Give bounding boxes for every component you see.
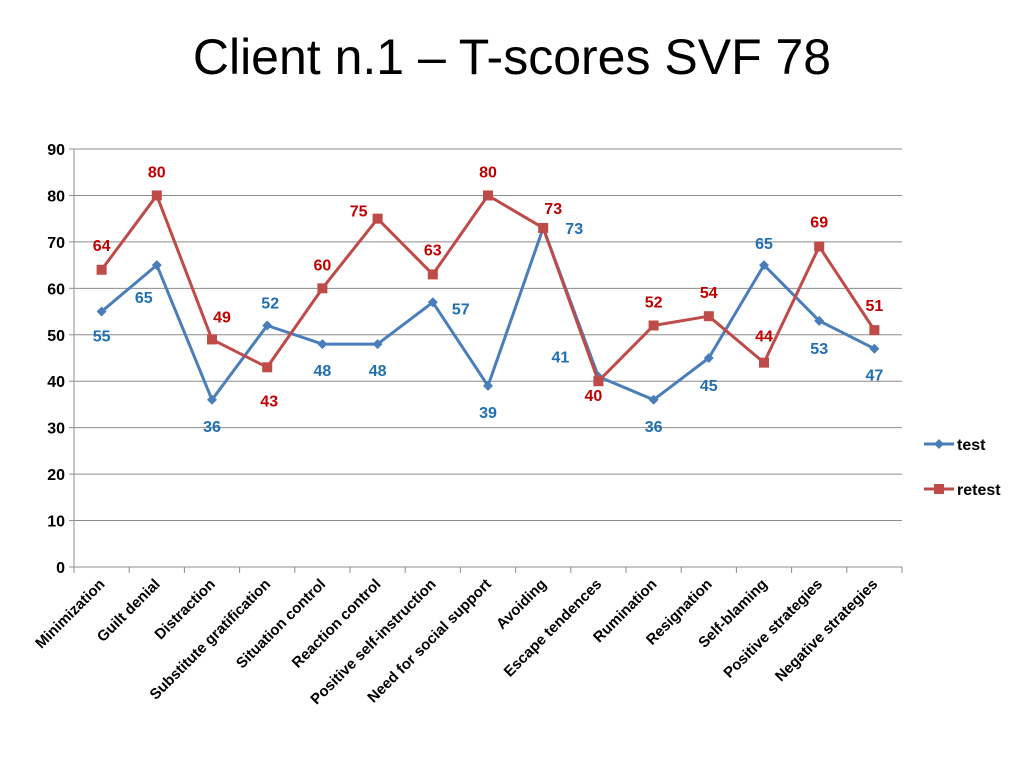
y-tick-label: 40 <box>47 374 65 391</box>
data-label-retest: 63 <box>424 242 442 259</box>
series-layer <box>96 190 880 405</box>
y-tick-label: 60 <box>47 281 65 298</box>
point-retest <box>703 311 714 322</box>
data-label-retest: 73 <box>544 201 562 218</box>
data-label-retest: 69 <box>810 215 828 232</box>
legend-marker-test <box>934 439 944 449</box>
data-label-test: 48 <box>314 363 332 380</box>
point-test <box>372 339 383 350</box>
data-label-retest: 40 <box>585 388 603 405</box>
data-label-test: 53 <box>810 341 828 358</box>
y-tick-label: 30 <box>47 421 65 438</box>
point-test <box>759 260 769 271</box>
data-label-test: 65 <box>755 236 773 253</box>
point-retest <box>372 213 383 224</box>
point-retest <box>648 320 659 331</box>
x-category-label: Positive strategies <box>720 576 826 682</box>
point-retest <box>759 357 769 368</box>
point-test <box>317 339 328 350</box>
data-label-retest: 80 <box>148 164 166 181</box>
data-label-test: 39 <box>479 405 497 422</box>
point-test <box>869 343 880 354</box>
data-label-test: 41 <box>552 350 570 367</box>
data-label-test: 45 <box>700 378 718 395</box>
data-label-retest: 64 <box>93 238 111 255</box>
point-retest <box>96 264 107 275</box>
y-axis: 0 10 20 30 40 50 60 70 80 90 <box>47 142 75 577</box>
legend-label-test: test <box>957 437 986 454</box>
y-tick-label: 90 <box>47 142 65 159</box>
y-tick-label: 20 <box>47 467 65 484</box>
point-test <box>703 353 714 363</box>
point-retest <box>317 283 328 294</box>
point-retest <box>483 190 493 201</box>
point-retest <box>207 334 217 345</box>
point-test <box>483 380 493 391</box>
point-retest <box>869 325 880 336</box>
data-label-test: 36 <box>203 419 221 436</box>
data-label-retest: 43 <box>260 393 278 410</box>
data-label-test: 47 <box>866 368 884 385</box>
data-label-test: 73 <box>565 221 583 238</box>
x-category-label: Minimization <box>32 576 108 652</box>
point-test <box>96 306 107 317</box>
point-retest <box>151 190 162 201</box>
data-label-test: 52 <box>261 295 279 312</box>
point-retest <box>593 376 604 387</box>
data-label-retest: 44 <box>755 329 773 346</box>
data-label-test: 57 <box>452 301 470 318</box>
legend: test retest <box>924 437 1001 499</box>
gridlines <box>74 148 902 522</box>
legend-marker-retest <box>934 484 944 494</box>
chart-title: Client n.1 – T-scores SVF 78 <box>192 29 832 85</box>
y-tick-label: 0 <box>56 560 65 577</box>
data-label-retest: 54 <box>700 285 718 302</box>
point-retest <box>427 269 438 280</box>
y-tick-label: 80 <box>47 188 65 205</box>
data-label-test: 65 <box>135 290 153 307</box>
point-test <box>262 320 273 331</box>
data-label-retest: 60 <box>314 257 332 274</box>
data-label-retest: 52 <box>645 294 663 311</box>
data-label-retest: 49 <box>213 309 231 326</box>
point-test <box>648 394 659 405</box>
point-test <box>427 297 438 308</box>
x-category-label: Escape tendences <box>501 576 606 681</box>
point-test <box>814 315 825 326</box>
point-retest <box>814 241 825 252</box>
x-category-label: Avoiding <box>493 576 550 633</box>
x-category-label: Negative strategies <box>772 576 881 685</box>
data-label-test: 55 <box>93 329 111 346</box>
data-label-retest: 51 <box>866 298 884 315</box>
y-tick-label: 50 <box>47 328 65 345</box>
point-retest <box>538 222 549 233</box>
data-label-test: 48 <box>369 363 387 380</box>
data-label-retest: 75 <box>350 204 368 221</box>
y-tick-label: 70 <box>47 235 65 252</box>
point-retest <box>262 362 273 373</box>
y-tick-label: 10 <box>47 514 65 531</box>
data-labels: 55 65 36 52 48 48 57 39 73 41 36 45 65 53 47 64 80 49 43 60… <box>93 164 884 435</box>
data-label-retest: 80 <box>479 164 497 181</box>
data-label-test: 36 <box>645 419 663 436</box>
legend-label-retest: retest <box>957 482 1001 499</box>
point-test <box>207 394 217 405</box>
point-test <box>151 260 162 271</box>
